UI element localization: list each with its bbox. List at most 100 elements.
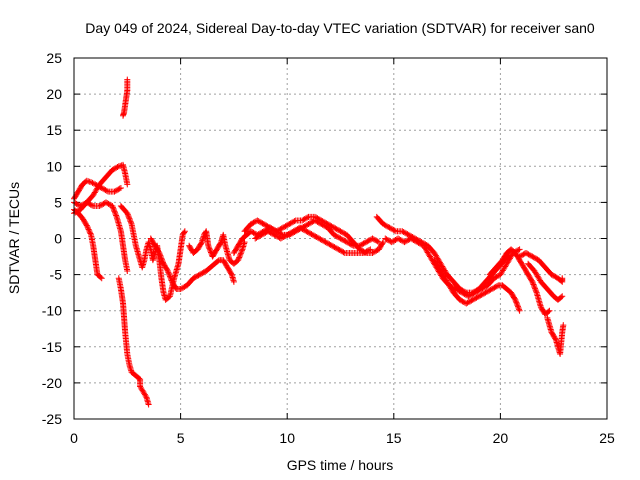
data-point xyxy=(492,283,499,290)
data-point xyxy=(328,223,335,230)
data-point xyxy=(321,238,328,245)
data-point xyxy=(412,238,419,245)
data-point xyxy=(361,239,368,246)
data-point xyxy=(281,233,288,240)
data-point xyxy=(516,307,523,314)
data-point xyxy=(124,76,131,83)
data-point xyxy=(308,219,315,226)
data-point xyxy=(493,283,500,290)
data-point xyxy=(125,214,132,221)
data-point xyxy=(160,259,167,266)
x-tick-labels: 0 5 10 15 20 25 xyxy=(70,430,615,446)
data-point xyxy=(85,226,92,233)
data-point xyxy=(460,299,467,306)
data-point xyxy=(194,273,201,280)
data-point xyxy=(340,236,347,243)
data-point xyxy=(164,267,171,274)
data-point xyxy=(165,269,172,276)
data-point xyxy=(109,203,116,210)
y-tick-label: 5 xyxy=(54,194,62,210)
data-point xyxy=(290,218,297,225)
data-point xyxy=(407,235,414,242)
data-point xyxy=(391,227,398,234)
data-point xyxy=(110,166,117,173)
data-point xyxy=(251,230,258,237)
data-point xyxy=(322,219,329,226)
data-point xyxy=(470,290,477,297)
data-point xyxy=(198,240,205,247)
data-point xyxy=(333,226,340,233)
data-point xyxy=(530,281,537,288)
data-point xyxy=(315,216,322,223)
data-point xyxy=(418,241,425,248)
data-point xyxy=(313,214,320,221)
data-point xyxy=(474,293,481,300)
data-point xyxy=(491,275,498,282)
data-point xyxy=(96,203,103,210)
data-point xyxy=(314,215,321,222)
x-tick-label: 5 xyxy=(177,430,185,446)
data-point xyxy=(416,240,423,247)
data-point xyxy=(482,289,489,296)
data-points xyxy=(71,76,567,408)
data-point xyxy=(262,229,269,236)
data-point xyxy=(482,283,489,290)
data-point xyxy=(264,223,271,230)
data-point xyxy=(388,239,395,246)
data-point xyxy=(522,249,529,256)
data-point xyxy=(379,240,386,247)
data-point xyxy=(236,253,243,260)
data-point xyxy=(319,218,326,225)
data-point xyxy=(464,299,471,306)
data-point xyxy=(515,304,522,311)
data-point xyxy=(294,226,301,233)
data-point xyxy=(325,221,332,228)
data-point xyxy=(414,239,421,246)
data-point xyxy=(520,251,527,258)
data-point xyxy=(250,219,257,226)
data-point xyxy=(279,224,286,231)
data-point xyxy=(237,251,244,258)
data-point xyxy=(334,245,341,252)
data-point xyxy=(514,303,521,310)
data-point xyxy=(456,296,463,303)
data-point xyxy=(84,223,91,230)
data-point xyxy=(304,229,311,236)
data-point xyxy=(97,274,104,281)
data-point xyxy=(112,211,119,218)
data-point xyxy=(478,291,485,298)
data-point xyxy=(112,209,119,216)
data-point xyxy=(363,239,370,246)
data-point xyxy=(390,226,397,233)
data-point xyxy=(369,235,376,242)
data-point xyxy=(322,239,329,246)
data-point xyxy=(372,236,379,243)
data-point xyxy=(302,222,309,229)
data-point xyxy=(455,287,462,294)
data-point xyxy=(552,273,559,280)
data-point xyxy=(317,216,324,223)
data-point xyxy=(333,233,340,240)
data-point xyxy=(336,234,343,241)
data-point xyxy=(382,222,389,229)
data-point xyxy=(276,226,283,233)
series-arc-7 xyxy=(186,228,248,267)
data-point xyxy=(205,244,212,251)
y-tick-label: -5 xyxy=(50,267,63,283)
series-arc-15 xyxy=(516,249,566,285)
data-point xyxy=(386,224,393,231)
data-point xyxy=(467,291,474,298)
data-point xyxy=(337,228,344,235)
data-point xyxy=(385,223,392,230)
data-point xyxy=(533,288,540,295)
data-point xyxy=(488,286,495,293)
data-point xyxy=(530,254,537,261)
data-point xyxy=(309,218,316,225)
data-point xyxy=(300,226,307,233)
data-point xyxy=(381,221,388,228)
data-point xyxy=(249,220,256,227)
data-point xyxy=(409,236,416,243)
data-point xyxy=(237,250,244,257)
data-point xyxy=(493,273,500,280)
data-point xyxy=(317,236,324,243)
